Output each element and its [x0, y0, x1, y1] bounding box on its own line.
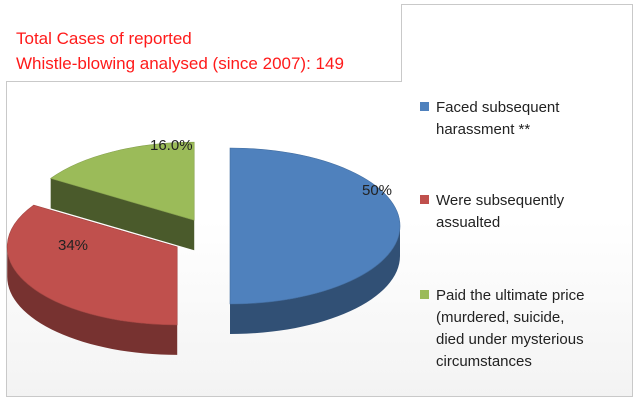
pie-data-label-2: 16.0% [150, 137, 193, 154]
pie-slice-1 [6, 204, 178, 326]
legend-swatch-blue [420, 102, 429, 111]
legend-label-ultimate-price: Paid the ultimate price (murdered, suici… [436, 287, 585, 370]
pie-slice-side-2 [50, 178, 195, 251]
legend-swatch-red [420, 195, 429, 204]
chart-title-box: Total Cases of reported Whistle-blowing … [6, 4, 402, 82]
chart-title-line-2: Whistle-blowing analysed (since 2007): 1… [16, 54, 344, 73]
pie-slice-side-0 [230, 226, 400, 334]
chart-title-line-1: Total Cases of reported [16, 29, 192, 48]
legend-label-assaulted: Were subsequently assualted [436, 192, 565, 231]
legend-label-harassment: Faced subsequent harassment ** [436, 99, 560, 138]
pie-slice-2 [50, 141, 195, 221]
pie-slice-0 [229, 147, 401, 305]
pie-data-label-1: 34% [58, 237, 88, 254]
legend-swatch-green [420, 290, 429, 299]
pie-data-label-0: 50% [362, 182, 392, 199]
